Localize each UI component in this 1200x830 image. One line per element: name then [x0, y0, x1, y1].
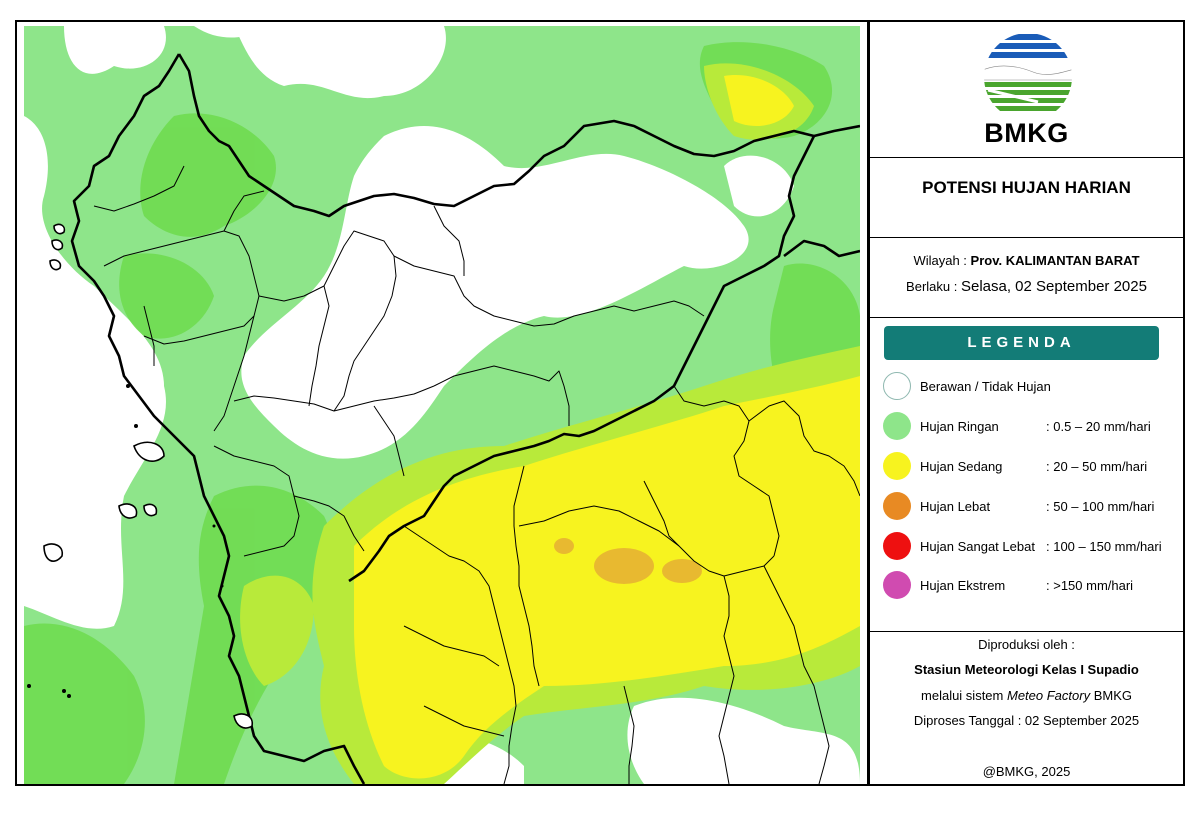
very-heavy-rain-swatch-icon — [883, 532, 911, 560]
produced-by-label: Diproduksi oleh : — [978, 637, 1075, 652]
valid-line: Berlaku : Selasa, 02 September 2025 — [870, 278, 1183, 295]
rainfall-map[interactable] — [24, 26, 860, 784]
system-post: BMKG — [1090, 688, 1132, 703]
legend-heading: LEGENDA — [884, 326, 1159, 360]
legend-label: Hujan Ringan — [920, 419, 999, 434]
map-canvas — [24, 26, 860, 784]
region-value: Prov. KALIMANTAN BARAT — [970, 253, 1140, 268]
legend-label: Berawan / Tidak Hujan — [920, 379, 1051, 394]
legend-item-no-rain: Berawan / Tidak Hujan — [883, 372, 1183, 402]
valid-value: Selasa, 02 September 2025 — [960, 278, 1147, 295]
title-section: POTENSI HUJAN HARIAN — [870, 158, 1183, 238]
legend-range: : 100 – 150 mm/hari — [1046, 539, 1162, 554]
credit-section: Diproduksi oleh : Stasiun Meteorologi Ke… — [870, 632, 1183, 784]
system-line: melalui sistem Meteo Factory BMKG — [870, 688, 1183, 703]
system-name: Meteo Factory — [1006, 688, 1091, 703]
legend-range: : 0.5 – 20 mm/hari — [1046, 419, 1151, 434]
legend-section: LEGENDA Berawan / Tidak Hujan Hujan Ring… — [870, 318, 1183, 632]
logo-section: BMKG — [870, 22, 1183, 158]
station-name: Stasiun Meteorologi Kelas I Supadio — [914, 662, 1139, 677]
system-pre: melalui sistem — [921, 688, 1007, 703]
bmkg-logo-icon — [978, 32, 1078, 152]
copyright: @BMKG, 2025 — [982, 764, 1071, 779]
extreme-rain-swatch-icon — [883, 571, 911, 599]
valid-label: Berlaku : — [906, 279, 958, 294]
info-panel: BMKG POTENSI HUJAN HARIAN Wilayah : Prov… — [870, 22, 1183, 784]
regency-boundaries — [93, 165, 860, 784]
no-rain-areas — [24, 26, 860, 784]
no-rain-swatch-icon — [883, 372, 911, 400]
region-line: Wilayah : Prov. KALIMANTAN BARAT — [870, 253, 1183, 268]
islands — [43, 223, 254, 729]
page-title: POTENSI HUJAN HARIAN — [922, 178, 1131, 197]
legend-label: Hujan Sangat Lebat — [920, 539, 1035, 554]
legend-label: Hujan Sedang — [920, 459, 1003, 474]
heavy-rain-swatch-icon — [883, 492, 911, 520]
legend-range: : >150 mm/hari — [1046, 578, 1134, 593]
legend-item-extreme-rain: Hujan Ekstrem : >150 mm/hari — [883, 571, 1183, 601]
legend-label: Hujan Lebat — [920, 499, 991, 514]
legend-range: : 20 – 50 mm/hari — [1046, 459, 1148, 474]
light-rain-swatch-icon — [883, 412, 911, 440]
heavy-rain-spots — [554, 538, 702, 584]
legend-range: : 50 – 100 mm/hari — [1046, 499, 1155, 514]
logo-text: BMKG — [984, 118, 1069, 148]
legend-item-light-rain: Hujan Ringan : 0.5 – 20 mm/hari — [883, 412, 1183, 442]
legend-item-very-heavy-rain: Hujan Sangat Lebat : 100 – 150 mm/hari — [883, 532, 1183, 562]
province-boundary — [70, 53, 860, 784]
region-section: Wilayah : Prov. KALIMANTAN BARAT Berlaku… — [870, 238, 1183, 318]
region-label: Wilayah : — [913, 253, 967, 268]
panel-divider — [867, 20, 870, 786]
legend-label: Hujan Ekstrem — [920, 578, 1006, 593]
processed-date: Diproses Tanggal : 02 September 2025 — [913, 713, 1140, 728]
legend-item-heavy-rain: Hujan Lebat : 50 – 100 mm/hari — [883, 492, 1183, 522]
islands-small — [27, 384, 224, 698]
moderate-rain-swatch-icon — [883, 452, 911, 480]
legend-item-moderate-rain: Hujan Sedang : 20 – 50 mm/hari — [883, 452, 1183, 482]
